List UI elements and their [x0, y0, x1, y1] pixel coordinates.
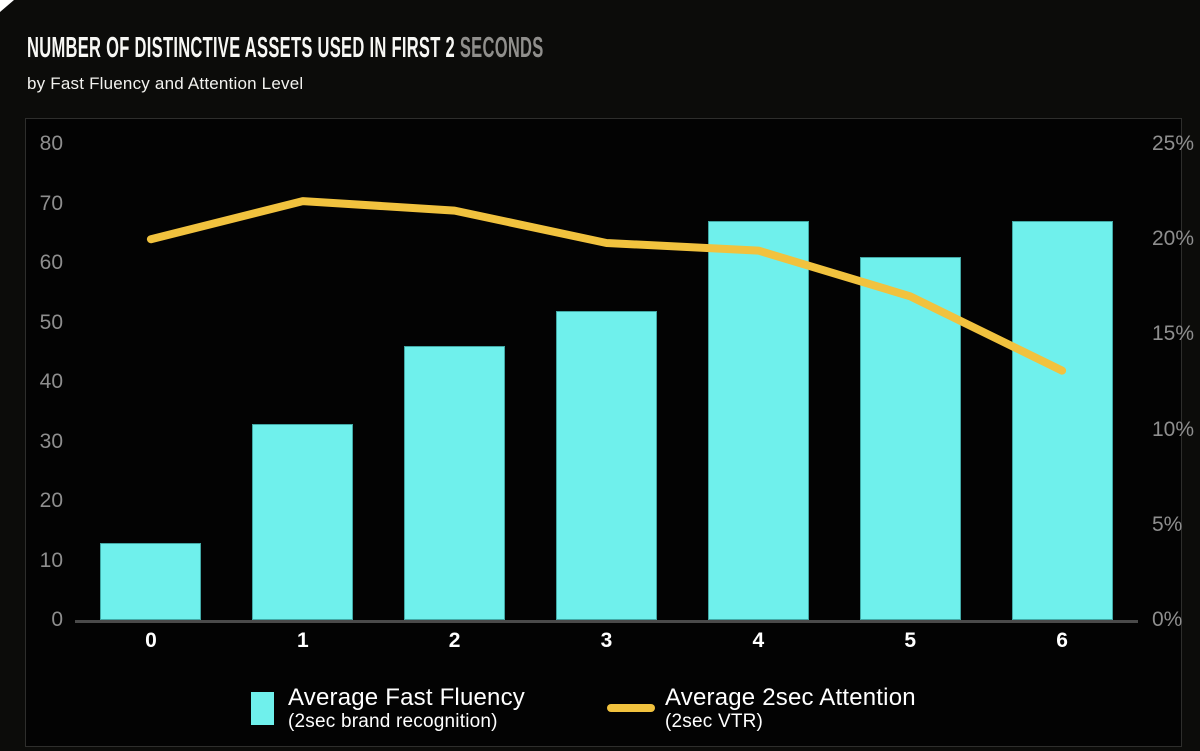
bar-5	[859, 257, 961, 620]
left-axis-tick-label: 70	[39, 191, 63, 215]
x-axis-label-4: 4	[752, 629, 765, 652]
left-axis-tick-label: 50	[39, 310, 63, 334]
left-axis-tick-label: 40	[39, 370, 63, 393]
bar-3	[556, 310, 657, 620]
x-axis-label-5: 5	[904, 629, 917, 652]
bar-6	[1011, 221, 1113, 620]
page-title-main: NUMBER OF DISTINCTIVE ASSETS USED IN FIR…	[27, 32, 460, 64]
legend-sublabel-attention: (2sec VTR)	[665, 711, 764, 732]
x-axis-label-0: 0	[145, 629, 157, 652]
legend-label-attention: Average 2sec Attention	[665, 684, 916, 711]
bar-4	[707, 221, 809, 620]
legend-item-fast-fluency: Average Fast Fluency (2sec brand recogni…	[288, 684, 525, 732]
x-axis-label-3: 3	[600, 629, 613, 652]
x-axis-label-2: 2	[448, 629, 461, 652]
left-axis-tick-label: 0	[51, 608, 63, 631]
bar-1	[252, 423, 354, 620]
left-axis-tick-label: 30	[39, 429, 63, 453]
legend-swatch-attention	[607, 704, 655, 712]
legend-label-fast-fluency: Average Fast Fluency	[288, 684, 526, 711]
right-axis-tick-label: 20%	[1152, 227, 1195, 251]
page-title: NUMBER OF DISTINCTIVE ASSETS USED IN FIR…	[27, 33, 544, 63]
legend-swatch-fast-fluency	[251, 692, 274, 725]
right-axis-tick-label: 0%	[1152, 608, 1183, 631]
left-axis-tick-label: 60	[39, 251, 63, 274]
page-subtitle: by Fast Fluency and Attention Level	[27, 74, 304, 93]
bar-2	[404, 346, 506, 620]
page-title-accent: SECONDS	[459, 32, 544, 64]
left-axis-tick-label: 10	[39, 548, 63, 572]
window-corner-artifact	[0, 0, 14, 12]
right-axis-tick-label: 15%	[1152, 322, 1195, 346]
left-axis-tick-label: 20	[39, 489, 63, 512]
right-axis-tick-label: 10%	[1152, 417, 1195, 441]
x-axis-line	[75, 620, 1138, 623]
left-axis-tick-label: 80	[39, 132, 63, 155]
right-axis-tick-label: 25%	[1152, 132, 1195, 155]
right-axis-tick-label: 5%	[1152, 512, 1183, 536]
legend-sublabel-fast-fluency: (2sec brand recognition)	[288, 711, 498, 732]
x-axis-label-1: 1	[296, 629, 309, 652]
bar-0	[100, 542, 202, 620]
legend-item-attention: Average 2sec Attention (2sec VTR)	[665, 684, 916, 732]
x-axis-label-6: 6	[1056, 629, 1068, 652]
